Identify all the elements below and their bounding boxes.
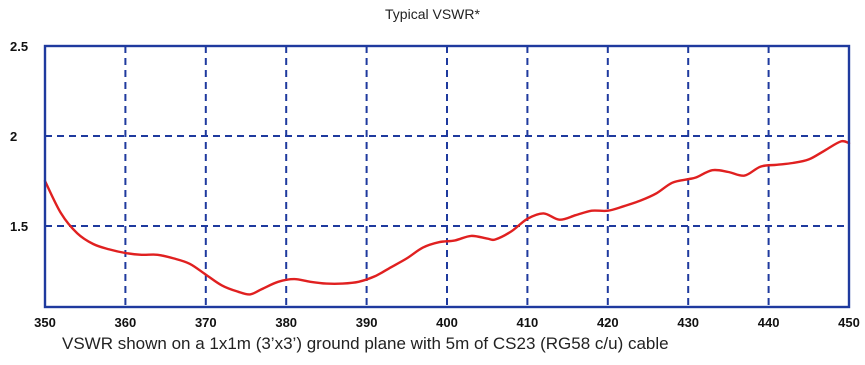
x-tick-label: 440 — [758, 315, 780, 330]
grid-lines — [45, 46, 849, 307]
y-tick-label: 2.5 — [10, 39, 28, 54]
plot-frame — [43, 44, 851, 309]
y-tick-label: 1.5 — [10, 219, 28, 234]
x-tick-label: 390 — [356, 315, 378, 330]
x-tick-label: 450 — [838, 315, 860, 330]
chart-caption: VSWR shown on a 1x1m (3’x3’) ground plan… — [62, 334, 669, 353]
x-tick-label: 410 — [517, 315, 539, 330]
x-tick-label: 380 — [275, 315, 297, 330]
chart-title: Typical VSWR* — [385, 6, 480, 22]
x-tick-label: 370 — [195, 315, 217, 330]
y-axis-ticks: 1.5 2 2.5 — [10, 39, 28, 234]
x-tick-label: 430 — [677, 315, 699, 330]
x-tick-label: 360 — [115, 315, 137, 330]
x-axis-ticks: 350 360 370 380 390 400 410 420 430 440 450 — [34, 315, 860, 330]
x-tick-label: 350 — [34, 315, 56, 330]
x-tick-label: 420 — [597, 315, 619, 330]
x-tick-label: 400 — [436, 315, 458, 330]
y-tick-label: 2 — [10, 129, 17, 144]
vswr-series-line — [43, 139, 851, 296]
